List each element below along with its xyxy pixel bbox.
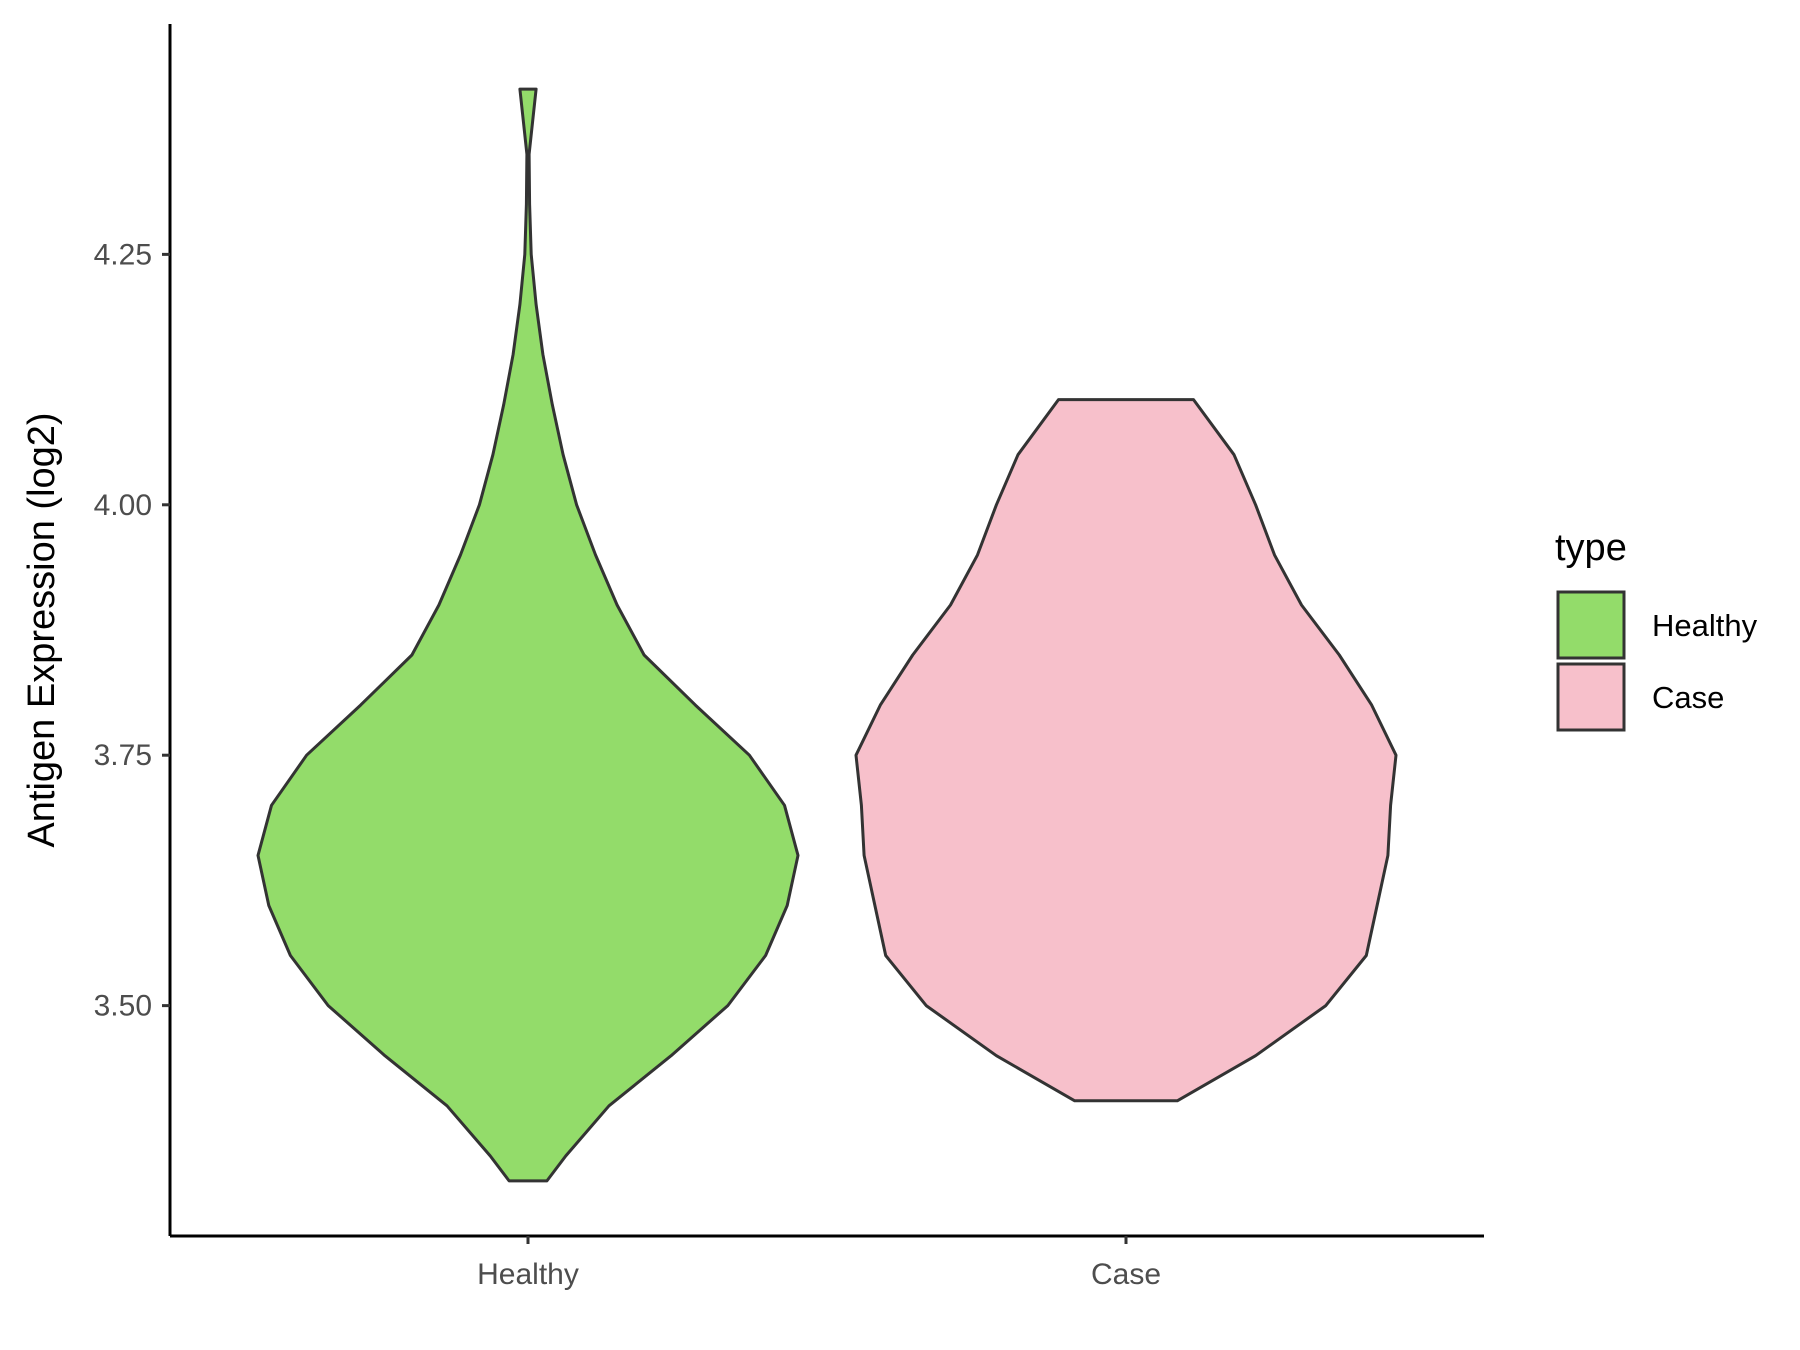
legend-swatch-healthy [1556,590,1626,660]
plot-area [256,87,1398,1183]
y-tick-label: 4.25 [94,238,152,271]
x-tick-label: Healthy [477,1258,579,1291]
axes: 3.50 3.75 4.00 4.25 Healthy Case [94,24,1484,1291]
violin-case [854,398,1398,1103]
y-tick-label: 3.75 [94,739,152,772]
x-tick-label: Case [1091,1258,1161,1291]
y-tick-label: 4.00 [94,489,152,522]
legend-swatch-case [1556,662,1626,732]
legend-title: type [1555,527,1627,569]
legend-label-healthy: Healthy [1652,608,1758,643]
violin-healthy [256,87,800,1183]
legend-label-case: Case [1652,680,1724,715]
y-axis-title: Antigen Expression (log2) [21,412,63,847]
y-tick-label: 3.50 [94,990,152,1023]
legend: type Healthy Case [1555,527,1758,732]
